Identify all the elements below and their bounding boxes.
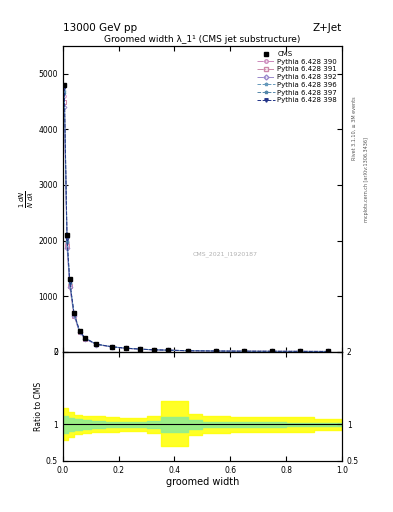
CMS (298, 348, 303, 354)
Text: mcplots.cern.ch [arXiv:1306.3436]: mcplots.cern.ch [arXiv:1306.3436] (364, 137, 369, 222)
CMS (151, 347, 156, 353)
Legend: CMS, Pythia 6.428 390, Pythia 6.428 391, Pythia 6.428 392, Pythia 6.428 396, Pyt: CMS, Pythia 6.428 390, Pythia 6.428 391,… (256, 50, 338, 105)
CMS (72, 310, 76, 316)
CMS (270, 348, 275, 354)
CMS (77, 328, 82, 334)
Text: Rivet 3.1.10, ≥ 3M events: Rivet 3.1.10, ≥ 3M events (352, 96, 357, 160)
CMS (83, 335, 88, 341)
CMS (165, 347, 170, 353)
CMS (326, 348, 331, 354)
CMS (68, 276, 72, 283)
Y-axis label: Ratio to CMS: Ratio to CMS (34, 381, 43, 431)
CMS (242, 348, 247, 354)
Title: Groomed width λ_1¹ (CMS jet substructure): Groomed width λ_1¹ (CMS jet substructure… (104, 35, 301, 44)
CMS (137, 346, 142, 352)
Text: CMS_2021_I1920187: CMS_2021_I1920187 (192, 251, 257, 257)
Line: CMS: CMS (62, 83, 330, 353)
CMS (186, 348, 191, 354)
CMS (123, 345, 128, 351)
CMS (62, 82, 67, 88)
CMS (94, 341, 99, 347)
CMS (65, 232, 70, 238)
CMS (109, 344, 114, 350)
X-axis label: groomed width: groomed width (166, 477, 239, 487)
CMS (214, 348, 219, 354)
Text: 13000 GeV pp: 13000 GeV pp (63, 23, 137, 33)
Text: Z+Jet: Z+Jet (313, 23, 342, 33)
Y-axis label: $\frac{1}{N}\frac{dN}{d\lambda}$: $\frac{1}{N}\frac{dN}{d\lambda}$ (18, 190, 36, 208)
